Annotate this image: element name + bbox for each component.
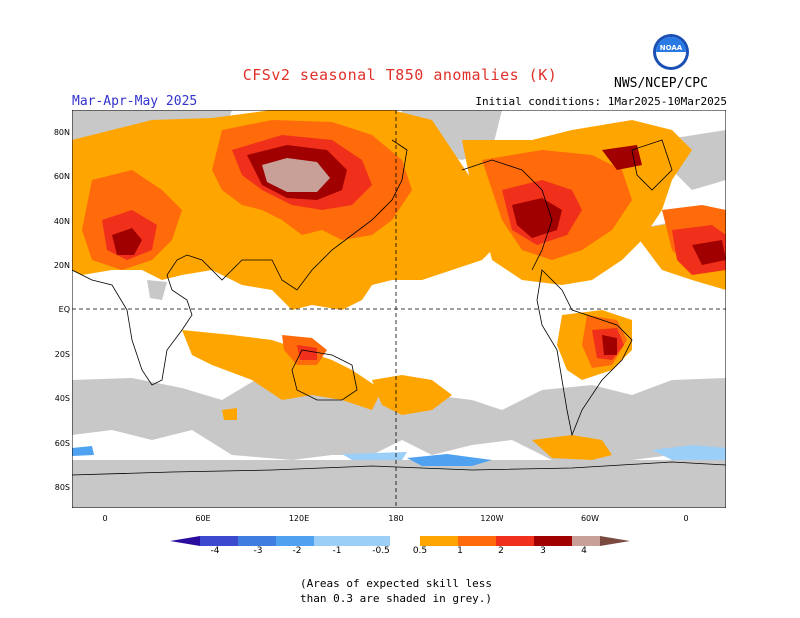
cold-anomaly-region <box>72 445 726 466</box>
lon-label: 120E <box>288 514 310 523</box>
lon-label: 60W <box>580 514 600 523</box>
season-label: Mar-Apr-May 2025 <box>72 94 198 109</box>
scale-tick: -3 <box>253 546 263 556</box>
agency-label: NWS/NCEP/CPC <box>614 76 708 91</box>
lon-label: 180 <box>388 514 404 523</box>
chart-title: CFSv2 seasonal T850 anomalies (K) <box>242 66 558 84</box>
anomaly-map <box>72 110 726 508</box>
lat-label: 60N <box>53 172 70 181</box>
lon-label: 0 <box>102 514 108 523</box>
coastlines <box>72 139 726 476</box>
scale-tick: 0.5 <box>412 546 428 556</box>
lon-label: 60E <box>195 514 211 523</box>
lat-label: 80S <box>54 483 70 492</box>
color-scale-bar <box>170 536 630 546</box>
scale-tick: -0.5 <box>372 546 390 556</box>
lat-label: 60S <box>54 439 70 448</box>
lat-label: EQ <box>58 305 70 314</box>
scale-tick: 1 <box>457 546 463 556</box>
lat-label: 40N <box>53 217 70 226</box>
scale-tick: -1 <box>332 546 342 556</box>
skill-note-line: (Areas of expected skill less <box>300 577 493 590</box>
lon-label: 120W <box>480 514 504 523</box>
lat-label: 80N <box>53 128 70 137</box>
scale-tick: 2 <box>498 546 504 556</box>
skill-note-line: than 0.3 are shaded in grey.) <box>300 592 493 605</box>
anomaly-4-region <box>262 158 330 192</box>
lat-label: 20S <box>54 350 70 359</box>
color-scale-arrow-left <box>170 536 200 546</box>
svg-text:NOAA: NOAA <box>660 44 683 52</box>
lat-label: 40S <box>54 394 70 403</box>
lon-label: 0 <box>683 514 689 523</box>
scale-tick: -2 <box>292 546 302 556</box>
scale-tick: 3 <box>540 546 546 556</box>
skill-note: (Areas of expected skill less than 0.3 a… <box>300 576 560 606</box>
noaa-logo-icon: NOAA <box>653 34 689 70</box>
color-scale-arrow-right <box>600 536 630 546</box>
lat-label: 20N <box>53 261 70 270</box>
scale-tick: -4 <box>210 546 220 556</box>
initial-conditions-label: Initial conditions: 1Mar2025-10Mar2025 <box>475 95 727 108</box>
scale-tick: 4 <box>581 546 587 556</box>
